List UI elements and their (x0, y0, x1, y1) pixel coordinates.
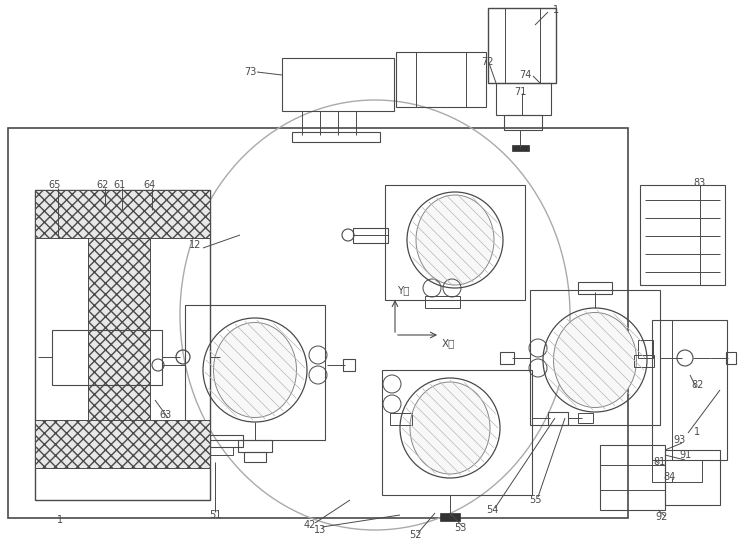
Bar (504, 115, 542, 130)
Text: 81: 81 (654, 457, 666, 467)
Text: 71: 71 (514, 87, 526, 97)
Bar (634, 355, 654, 367)
Bar (548, 412, 568, 425)
Bar (530, 290, 660, 425)
Bar (512, 145, 529, 151)
Bar (578, 413, 593, 423)
Bar (343, 359, 355, 371)
Text: 1: 1 (694, 427, 700, 437)
Text: 84: 84 (664, 472, 676, 482)
Text: 64: 64 (144, 180, 156, 190)
Bar (88, 238, 150, 420)
Text: 1: 1 (553, 5, 559, 15)
Bar (640, 185, 725, 285)
Bar (185, 305, 325, 440)
Text: 65: 65 (49, 180, 61, 190)
Bar (652, 460, 702, 482)
Bar (8, 128, 628, 518)
Text: 55: 55 (529, 495, 541, 505)
Bar (496, 83, 551, 115)
Ellipse shape (410, 382, 490, 474)
Text: 82: 82 (692, 380, 704, 390)
Bar (244, 452, 266, 462)
Bar (578, 282, 612, 294)
Bar (652, 320, 727, 460)
Bar (500, 352, 514, 364)
Text: 52: 52 (409, 530, 421, 540)
Bar (390, 413, 412, 425)
Text: 93: 93 (674, 435, 686, 445)
Text: 53: 53 (454, 523, 466, 533)
Bar (425, 296, 460, 308)
Bar (35, 420, 210, 468)
Text: 74: 74 (519, 70, 531, 80)
Text: X轴: X轴 (442, 338, 454, 348)
Bar (292, 132, 380, 142)
Text: 51: 51 (209, 510, 222, 520)
Text: 72: 72 (481, 57, 493, 67)
Bar (638, 340, 653, 358)
Text: 54: 54 (486, 505, 498, 515)
Text: 1: 1 (57, 515, 63, 525)
Bar (600, 445, 665, 510)
Ellipse shape (553, 312, 637, 408)
Text: 92: 92 (656, 512, 668, 522)
Bar (35, 190, 210, 238)
Bar (396, 52, 486, 107)
Text: 42: 42 (304, 520, 316, 530)
Bar (52, 330, 162, 385)
Bar (385, 185, 525, 300)
Bar (440, 513, 460, 521)
Text: 62: 62 (97, 180, 109, 190)
Text: 63: 63 (159, 410, 171, 420)
Bar (488, 8, 556, 83)
Text: 61: 61 (113, 180, 125, 190)
Bar (35, 190, 210, 500)
Bar (238, 440, 272, 452)
Text: 91: 91 (679, 450, 691, 460)
Bar (353, 228, 388, 243)
Bar (665, 450, 720, 505)
Bar (185, 435, 243, 447)
Text: Y轴: Y轴 (397, 285, 409, 295)
Ellipse shape (416, 195, 494, 285)
Bar (282, 58, 394, 111)
Bar (195, 447, 233, 455)
Text: 83: 83 (694, 178, 706, 188)
Text: 12: 12 (189, 240, 201, 250)
Text: 73: 73 (244, 67, 256, 77)
Bar (382, 370, 532, 495)
Text: 13: 13 (314, 525, 326, 535)
Bar (726, 352, 736, 364)
Ellipse shape (213, 322, 297, 417)
